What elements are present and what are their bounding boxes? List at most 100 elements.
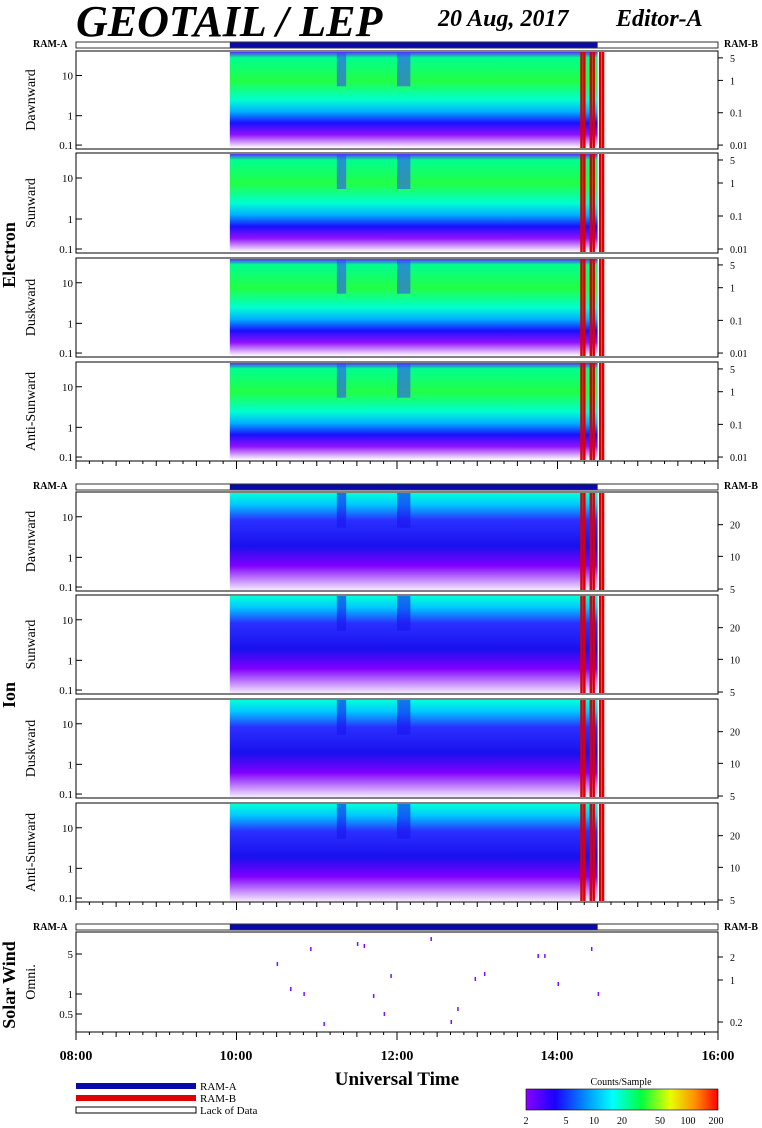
right-tick-label: 20 — [730, 832, 740, 843]
spectrogram-0 — [229, 52, 598, 148]
x-axis-label: Universal Time — [335, 1069, 459, 1090]
ram-a-label-ion: RAM-A — [33, 481, 68, 492]
ram-b-stripe — [601, 700, 605, 797]
right-tick-label: 0.01 — [730, 245, 748, 256]
ram-b-stripe — [580, 596, 583, 693]
x-tick-0800: 08:00 — [60, 1049, 93, 1064]
right-tick-label: 20 — [730, 521, 740, 532]
panel-6: 10 1 0.1 20 10 5 Duskward — [24, 698, 740, 803]
left-tick-label: 0.1 — [59, 244, 73, 256]
solar-wind-point — [276, 962, 279, 966]
left-tick-label: 0.5 — [59, 1009, 73, 1021]
right-tick-label: 10 — [730, 759, 740, 770]
left-tick-label: 0.1 — [59, 348, 73, 360]
colorbar-tick-5: 5 — [564, 1116, 569, 1127]
left-tick-label: 1 — [68, 318, 74, 330]
ram-b-stripe — [589, 700, 593, 797]
ram-b-stripe — [580, 363, 583, 460]
left-tick-label: 1 — [68, 422, 74, 434]
x-tick-1400: 14:00 — [541, 1049, 574, 1064]
panel-2: 10 1 0.1 5 1 0.1 0.01 Duskward — [24, 257, 748, 360]
ram-b-stripe — [583, 596, 586, 693]
right-tick-label: 20 — [730, 728, 740, 739]
ram-b-stripe — [580, 52, 583, 148]
solar-wind-point — [544, 954, 546, 958]
ram-b-stripe — [598, 259, 602, 356]
solar-wind-point — [597, 992, 600, 996]
spectrogram-dip — [336, 493, 347, 528]
colorbar-tick-200: 200 — [709, 1116, 724, 1127]
solar-wind-point — [457, 1007, 459, 1011]
panel-ylabel: Omni. — [24, 964, 39, 999]
ram-b-stripe — [592, 700, 595, 797]
legend-ram-a-swatch — [76, 1083, 196, 1089]
panel-ylabel: Dawnward — [24, 511, 39, 572]
x-tick-1600: 16:00 — [702, 1049, 735, 1064]
left-tick-label: 10 — [62, 615, 74, 627]
solar-wind-point — [430, 937, 432, 941]
right-tick-label: 5 — [730, 896, 735, 907]
left-tick-label: 1 — [68, 214, 74, 226]
spectrogram-dip — [336, 52, 347, 87]
spectrogram-dip — [336, 154, 347, 189]
panel-7: 10 1 0.1 20 10 5 Anti-Sunward — [24, 802, 740, 907]
left-tick-label: 1 — [68, 111, 74, 123]
spectrogram-dip — [397, 154, 411, 189]
legend-ram-b-label: RAM-B — [200, 1093, 236, 1105]
ram-b-stripe — [592, 154, 595, 252]
x-tick-1000: 10:00 — [220, 1049, 253, 1064]
solar-wind-point — [557, 982, 559, 986]
left-tick-label: 0.1 — [59, 893, 73, 905]
ram-b-stripe — [580, 700, 583, 797]
ram-b-stripe — [598, 363, 602, 460]
left-tick-label: 1 — [68, 989, 74, 1001]
right-tick-label: 10 — [730, 863, 740, 874]
right-tick-label: 5 — [730, 54, 735, 65]
left-tick-label: 10 — [62, 382, 74, 394]
left-tick-label: 10 — [62, 512, 74, 524]
spectrogram-6 — [229, 700, 598, 797]
panel-0: 10 1 0.1 5 1 0.1 0.01 Dawnward — [24, 50, 748, 152]
spectrogram-3 — [229, 363, 598, 460]
left-tick-label: 0.1 — [59, 452, 73, 464]
ram-b-stripe — [589, 154, 593, 252]
ram-b-stripe — [589, 52, 593, 148]
ram-b-stripe — [580, 804, 583, 901]
right-tick-label: 0.01 — [730, 453, 748, 464]
panel-4: 10 1 0.1 20 10 5 Dawnward — [24, 491, 740, 596]
legend-lack-swatch — [75, 1106, 197, 1114]
right-tick-label: 2 — [730, 953, 735, 964]
solar-wind-point — [356, 942, 359, 946]
solar-wind-point — [483, 972, 486, 976]
ram-b-stripe — [589, 363, 593, 460]
ram-b-label-electron: RAM-B — [724, 39, 758, 50]
ram-b-stripe — [580, 154, 583, 252]
ram-b-stripe — [601, 52, 605, 148]
ram-b-stripe — [583, 154, 586, 252]
ram-b-stripe — [592, 52, 595, 148]
spectrogram-dip — [397, 259, 411, 294]
ram-b-stripe — [589, 596, 593, 693]
ram-b-stripe — [580, 259, 583, 356]
spectrogram-4 — [229, 493, 598, 590]
group-label-ion: Ion — [0, 682, 19, 708]
left-tick-label: 0.1 — [59, 789, 73, 801]
right-tick-label: 0.01 — [730, 349, 748, 360]
right-tick-label: 0.2 — [730, 1018, 743, 1029]
colorbar — [525, 1088, 719, 1111]
spectrogram-dip — [397, 52, 411, 87]
ram-b-stripe — [592, 363, 595, 460]
ram-b-stripe — [592, 804, 595, 901]
spectrogram-dip — [397, 804, 411, 839]
colorbar-title: Counts/Sample — [590, 1077, 652, 1088]
ram-a-label-electron: RAM-A — [33, 39, 68, 50]
panel-3: 10 1 0.1 5 1 0.1 0.01 Anti-Sunward — [24, 361, 748, 464]
spectrogram-1 — [229, 154, 598, 252]
ram-b-stripe — [601, 493, 605, 590]
left-tick-label: 10 — [62, 278, 74, 290]
right-tick-label: 1 — [730, 179, 735, 190]
group-label-electron: Electron — [0, 222, 19, 288]
legend-ram-b-swatch — [76, 1095, 196, 1101]
left-tick-label: 1 — [68, 552, 74, 564]
solar-wind-point — [474, 977, 477, 981]
